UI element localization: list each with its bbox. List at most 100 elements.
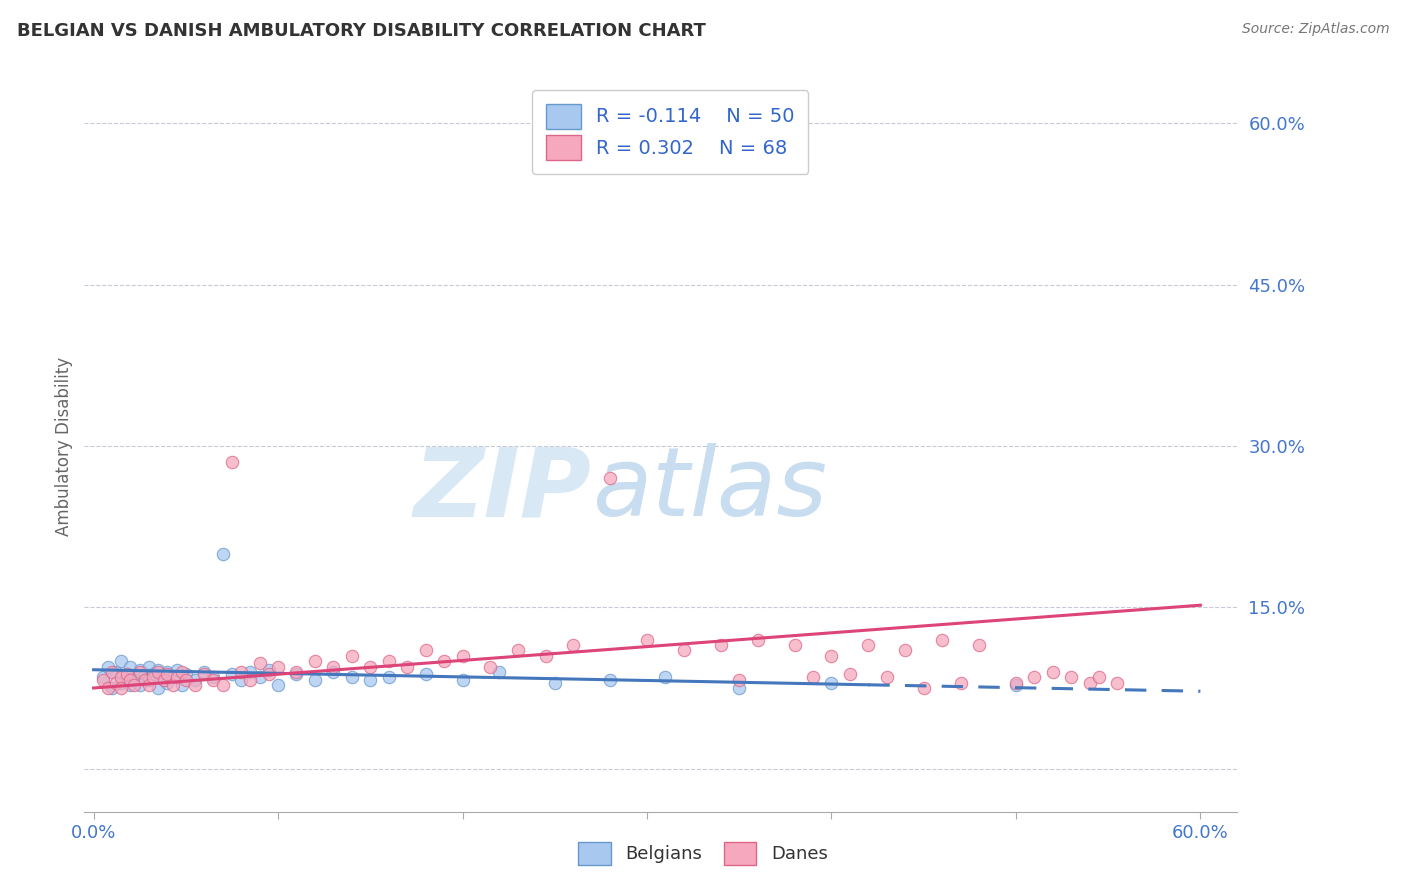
Point — [128, 665, 150, 679]
Point — [193, 665, 215, 679]
Point — [562, 638, 585, 652]
Point — [534, 648, 557, 663]
Point — [142, 670, 165, 684]
Point — [1005, 675, 1028, 690]
Point — [104, 675, 127, 690]
Point — [101, 665, 124, 679]
Point — [967, 638, 990, 652]
Point — [636, 632, 658, 647]
Point — [267, 659, 290, 673]
Point — [134, 667, 156, 681]
Point — [138, 659, 160, 673]
Point — [174, 667, 197, 681]
Point — [949, 675, 972, 690]
Point — [146, 665, 169, 679]
Point — [322, 665, 344, 679]
Point — [415, 643, 437, 657]
Point — [231, 665, 253, 679]
Point — [285, 665, 308, 679]
Point — [146, 681, 169, 695]
Point — [91, 670, 114, 684]
Point — [340, 648, 363, 663]
Point — [820, 675, 842, 690]
Point — [801, 670, 824, 684]
Point — [97, 681, 120, 695]
Point — [838, 667, 860, 681]
Point — [1078, 675, 1101, 690]
Point — [672, 643, 695, 657]
Point — [488, 665, 510, 679]
Point — [115, 667, 138, 681]
Point — [156, 665, 179, 679]
Point — [1042, 665, 1064, 679]
Point — [728, 673, 751, 688]
Point — [1024, 670, 1046, 684]
Point — [506, 643, 529, 657]
Point — [128, 663, 150, 677]
Point — [340, 670, 363, 684]
Point — [599, 673, 621, 688]
Point — [152, 673, 174, 688]
Point — [172, 665, 194, 679]
Point — [239, 665, 262, 679]
Point — [91, 673, 114, 688]
Point — [359, 659, 381, 673]
Point — [1088, 670, 1111, 684]
Point — [322, 659, 344, 673]
Point — [97, 659, 120, 673]
Point — [134, 673, 156, 688]
Text: BELGIAN VS DANISH AMBULATORY DISABILITY CORRELATION CHART: BELGIAN VS DANISH AMBULATORY DISABILITY … — [17, 22, 706, 40]
Point — [138, 678, 160, 692]
Point — [912, 681, 935, 695]
Point — [728, 681, 751, 695]
Point — [162, 670, 184, 684]
Point — [101, 681, 124, 695]
Point — [120, 659, 142, 673]
Point — [166, 663, 188, 677]
Point — [138, 673, 160, 688]
Point — [152, 673, 174, 688]
Text: atlas: atlas — [592, 443, 827, 536]
Point — [174, 673, 197, 688]
Point — [120, 673, 142, 688]
Point — [221, 667, 243, 681]
Point — [104, 665, 127, 679]
Point — [304, 654, 326, 668]
Point — [267, 678, 290, 692]
Point — [858, 638, 880, 652]
Point — [128, 678, 150, 692]
Point — [249, 670, 271, 684]
Point — [377, 654, 399, 668]
Point — [231, 673, 253, 688]
Point — [193, 667, 215, 681]
Text: Source: ZipAtlas.com: Source: ZipAtlas.com — [1241, 22, 1389, 37]
Point — [451, 648, 474, 663]
Point — [257, 663, 280, 677]
Point — [820, 648, 842, 663]
Point — [146, 663, 169, 677]
Point — [156, 667, 179, 681]
Point — [876, 670, 898, 684]
Point — [166, 670, 188, 684]
Point — [184, 673, 207, 688]
Point — [162, 678, 184, 692]
Point — [451, 673, 474, 688]
Point — [415, 667, 437, 681]
Point — [142, 667, 165, 681]
Point — [221, 455, 243, 469]
Point — [710, 638, 733, 652]
Point — [110, 681, 132, 695]
Point — [172, 678, 194, 692]
Point — [747, 632, 769, 647]
Point — [110, 670, 132, 684]
Point — [110, 654, 132, 668]
Point — [479, 659, 502, 673]
Point — [1107, 675, 1129, 690]
Legend: R = -0.114    N = 50, R = 0.302    N = 68: R = -0.114 N = 50, R = 0.302 N = 68 — [533, 90, 808, 174]
Point — [654, 670, 676, 684]
Point — [359, 673, 381, 688]
Text: ZIP: ZIP — [413, 443, 592, 536]
Y-axis label: Ambulatory Disability: Ambulatory Disability — [55, 357, 73, 535]
Point — [433, 654, 456, 668]
Point — [783, 638, 806, 652]
